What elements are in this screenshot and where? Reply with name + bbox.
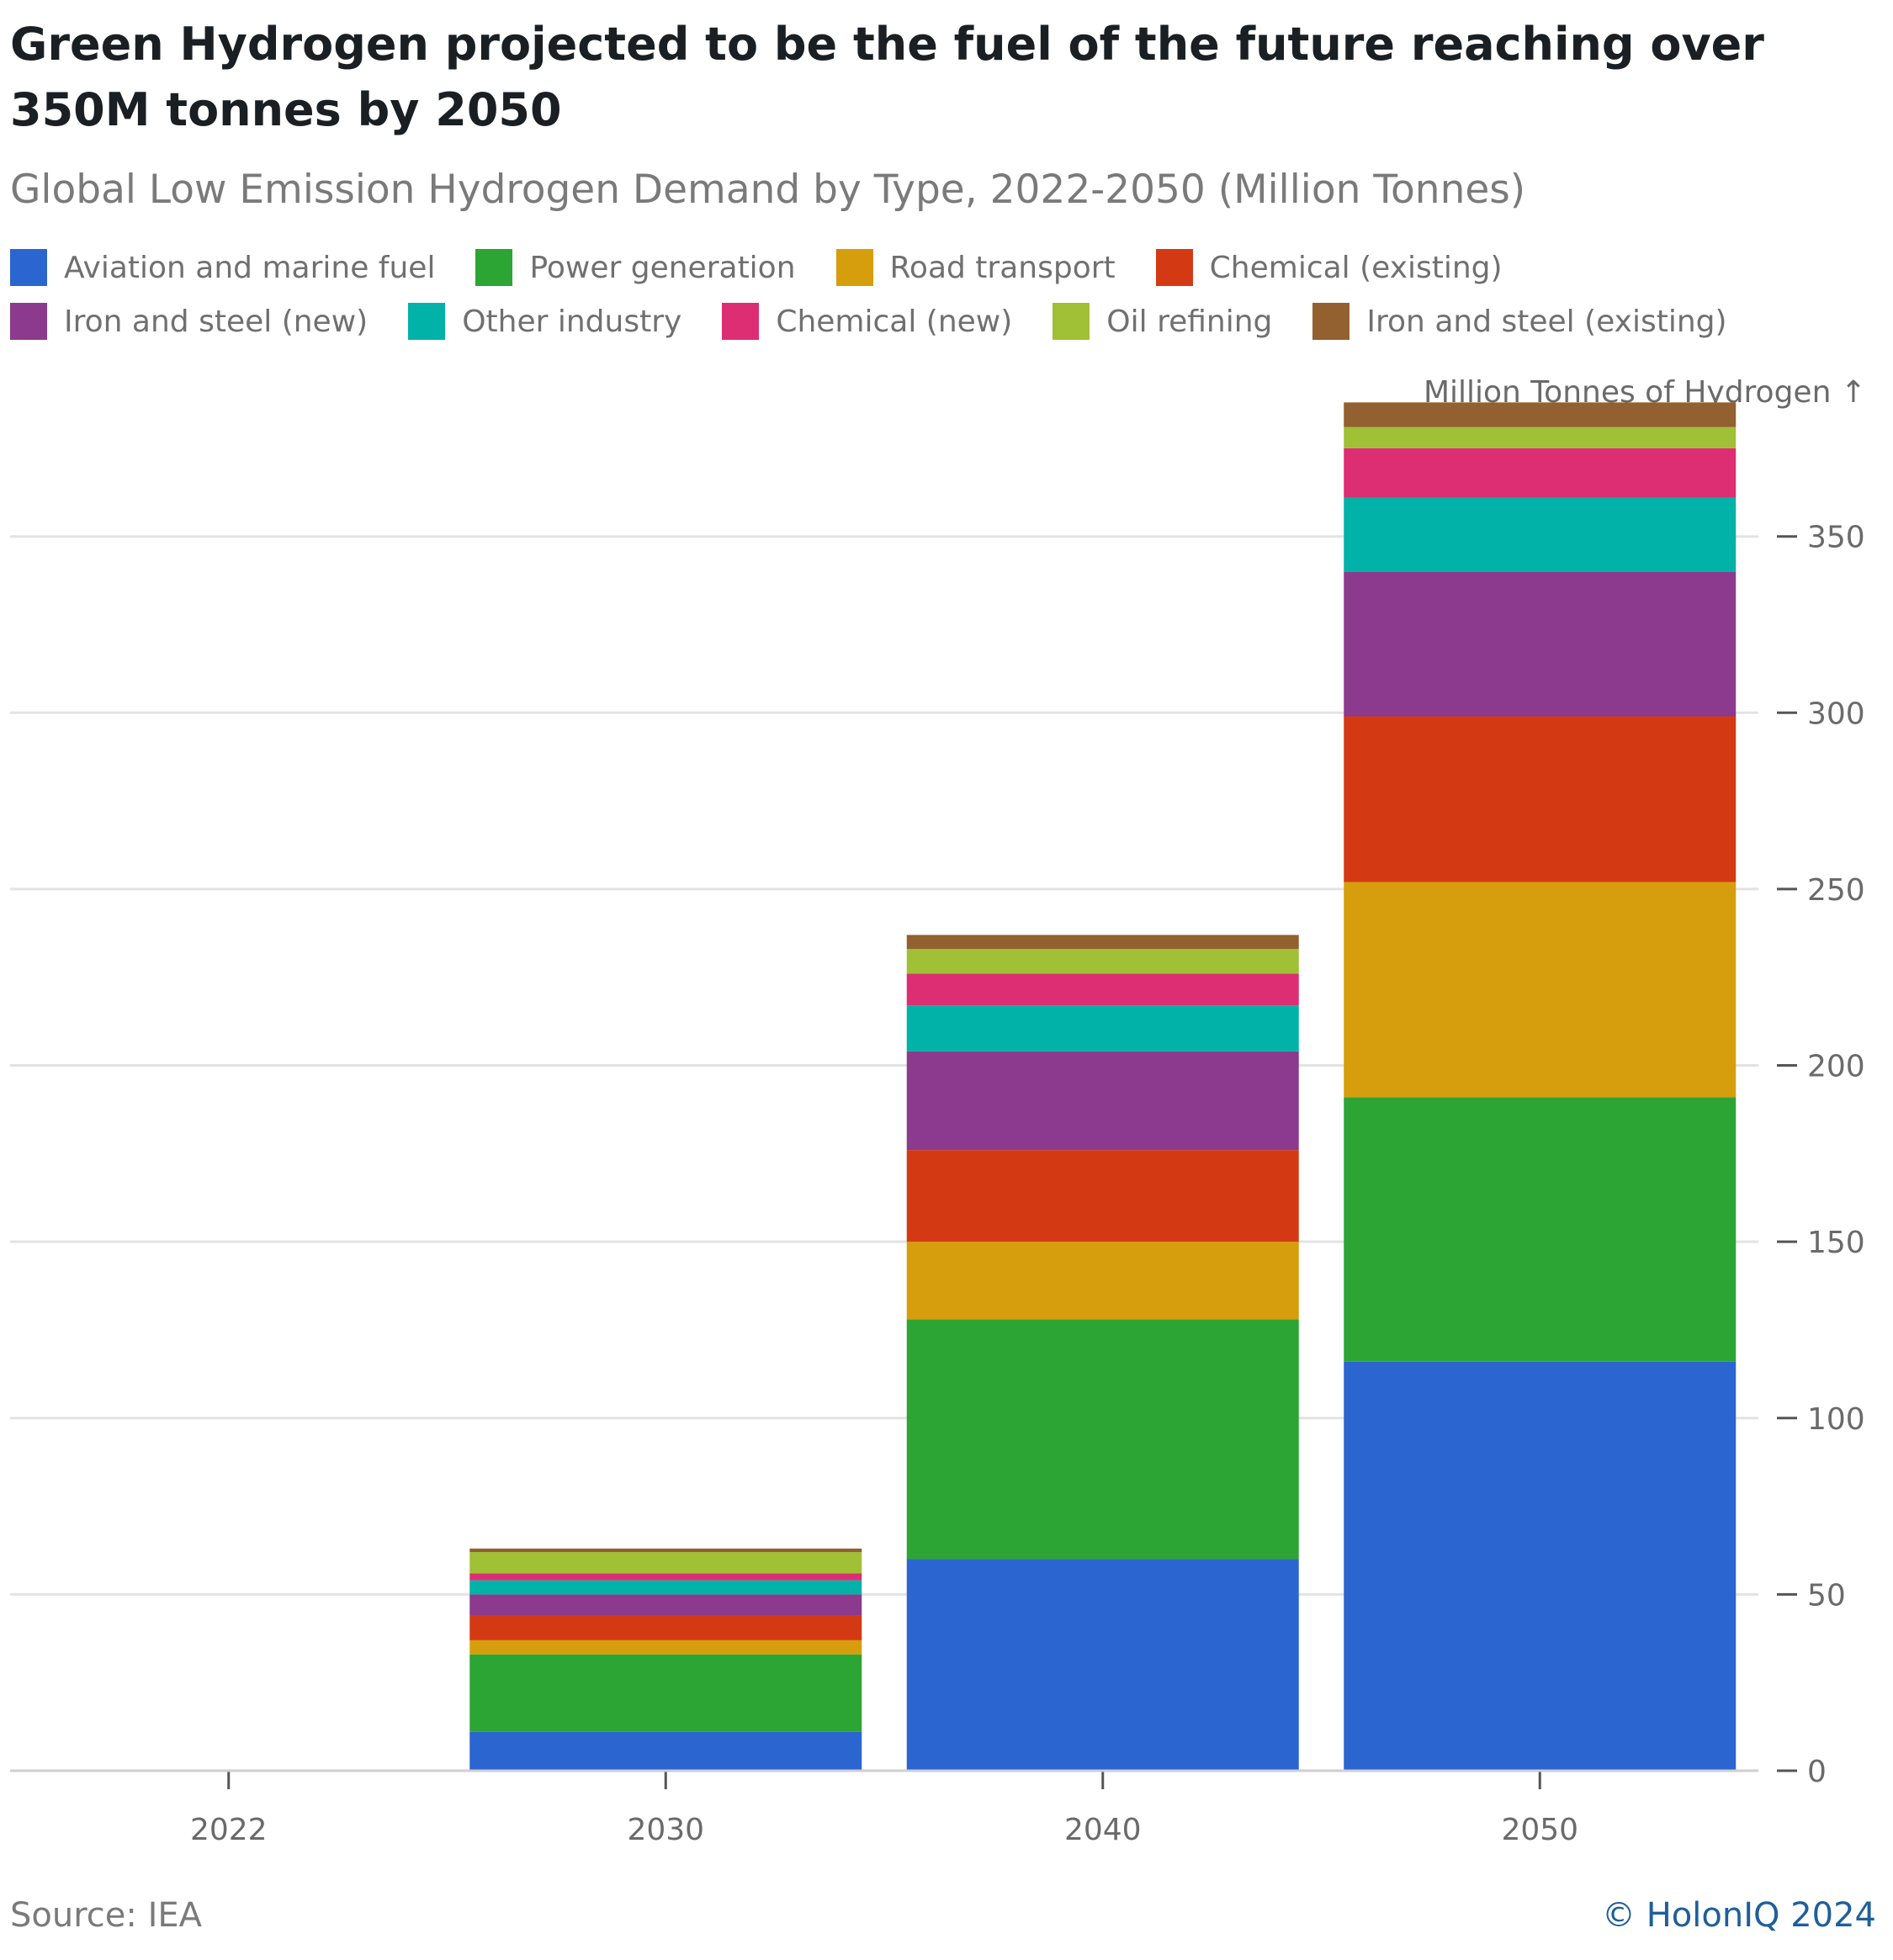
- chart-title: Green Hydrogen projected to be the fuel …: [10, 18, 1764, 136]
- legend-swatch: [1053, 303, 1090, 340]
- legend-label: Aviation and marine fuel: [64, 250, 436, 285]
- y-tick-label: 150: [1807, 1226, 1865, 1260]
- bar-segment-iron-and-steel-existing-2040: [906, 935, 1299, 950]
- bar-segment-other-industry-2030: [469, 1580, 862, 1595]
- legend-swatch: [1312, 303, 1350, 340]
- bar-segment-iron-and-steel-new-2030: [469, 1594, 862, 1616]
- legend-swatch: [722, 303, 760, 340]
- legend-swatch: [1155, 249, 1193, 286]
- legend-label: Oil refining: [1106, 304, 1273, 339]
- legend-item-power-generation[interactable]: Power generation: [475, 249, 796, 286]
- source-note: Source: IEA: [10, 1896, 203, 1935]
- legend-swatch: [475, 249, 513, 286]
- y-tick-label: 200: [1807, 1050, 1865, 1084]
- legend-item-oil-refining[interactable]: Oil refining: [1053, 303, 1272, 340]
- bar-segment-chemical-new-2050: [1344, 448, 1737, 498]
- legend-label: Other industry: [462, 304, 682, 339]
- x-tick-label-2050: 2050: [1501, 1813, 1578, 1847]
- legend-label: Iron and steel (new): [64, 304, 369, 339]
- bar-segment-iron-and-steel-existing-2030: [469, 1548, 862, 1553]
- legend-item-chemical-existing[interactable]: Chemical (existing): [1155, 249, 1503, 286]
- bar-segment-power-generation-2030: [469, 1654, 862, 1732]
- y-tick-label: 100: [1807, 1402, 1865, 1437]
- y-tick-label: 0: [1807, 1755, 1827, 1789]
- bar-segment-iron-and-steel-new-2050: [1344, 571, 1737, 717]
- bar-segment-aviation-and-marine-fuel-2030: [469, 1731, 862, 1771]
- x-tick-label-2022: 2022: [190, 1813, 268, 1847]
- bar-segment-chemical-existing-2050: [1344, 716, 1737, 882]
- chart-subtitle: Global Low Emission Hydrogen Demand by T…: [10, 167, 1526, 213]
- x-tick-label-2030: 2030: [627, 1813, 704, 1847]
- bar-segment-road-transport-2040: [906, 1242, 1299, 1320]
- legend: Aviation and marine fuel Power generation…: [10, 249, 1878, 340]
- legend-label: Iron and steel (existing): [1366, 304, 1727, 339]
- legend-item-iron-and-steel-existing[interactable]: Iron and steel (existing): [1312, 303, 1727, 340]
- bar-segment-power-generation-2040: [906, 1319, 1299, 1560]
- copyright-credit: © HolonIQ 2024: [1602, 1896, 1876, 1935]
- y-tick-label: 250: [1807, 873, 1865, 908]
- bar-segment-other-industry-2050: [1344, 497, 1737, 572]
- legend-item-other-industry[interactable]: Other industry: [408, 303, 681, 340]
- x-tick-label-2040: 2040: [1064, 1813, 1142, 1847]
- legend-item-iron-and-steel-new[interactable]: Iron and steel (new): [10, 303, 368, 340]
- bar-segment-road-transport-2030: [469, 1640, 862, 1655]
- legend-label: Chemical (new): [776, 304, 1013, 339]
- bar-segment-chemical-existing-2040: [906, 1150, 1299, 1242]
- legend-label: Road transport: [889, 250, 1116, 285]
- legend-swatch: [10, 303, 47, 340]
- y-tick-label: 50: [1807, 1578, 1846, 1613]
- bar-segment-other-industry-2040: [906, 1005, 1299, 1052]
- legend-label: Power generation: [529, 250, 796, 285]
- bar-segment-iron-and-steel-existing-2050: [1344, 402, 1737, 427]
- legend-item-aviation-and-marine-fuel[interactable]: Aviation and marine fuel: [10, 249, 435, 286]
- legend-swatch: [10, 249, 47, 286]
- legend-swatch: [408, 303, 446, 340]
- bar-segment-oil-refining-2030: [469, 1552, 862, 1574]
- y-tick-label: 350: [1807, 521, 1865, 555]
- legend-swatch: [835, 249, 873, 286]
- legend-label: Chemical (existing): [1209, 250, 1503, 285]
- bar-segment-aviation-and-marine-fuel-2040: [906, 1559, 1299, 1771]
- y-tick-label: 300: [1807, 697, 1865, 731]
- bar-segment-oil-refining-2040: [906, 949, 1299, 974]
- legend-item-chemical-new[interactable]: Chemical (new): [722, 303, 1012, 340]
- bar-segment-road-transport-2050: [1344, 882, 1737, 1098]
- bar-segment-chemical-new-2040: [906, 973, 1299, 1006]
- bar-segment-oil-refining-2050: [1344, 426, 1737, 448]
- legend-item-road-transport[interactable]: Road transport: [835, 249, 1116, 286]
- bar-segment-chemical-new-2030: [469, 1573, 862, 1581]
- bar-segment-power-generation-2050: [1344, 1097, 1737, 1362]
- bar-segment-iron-and-steel-new-2040: [906, 1051, 1299, 1151]
- bar-segment-aviation-and-marine-fuel-2050: [1344, 1361, 1737, 1771]
- bar-segment-chemical-existing-2030: [469, 1615, 862, 1640]
